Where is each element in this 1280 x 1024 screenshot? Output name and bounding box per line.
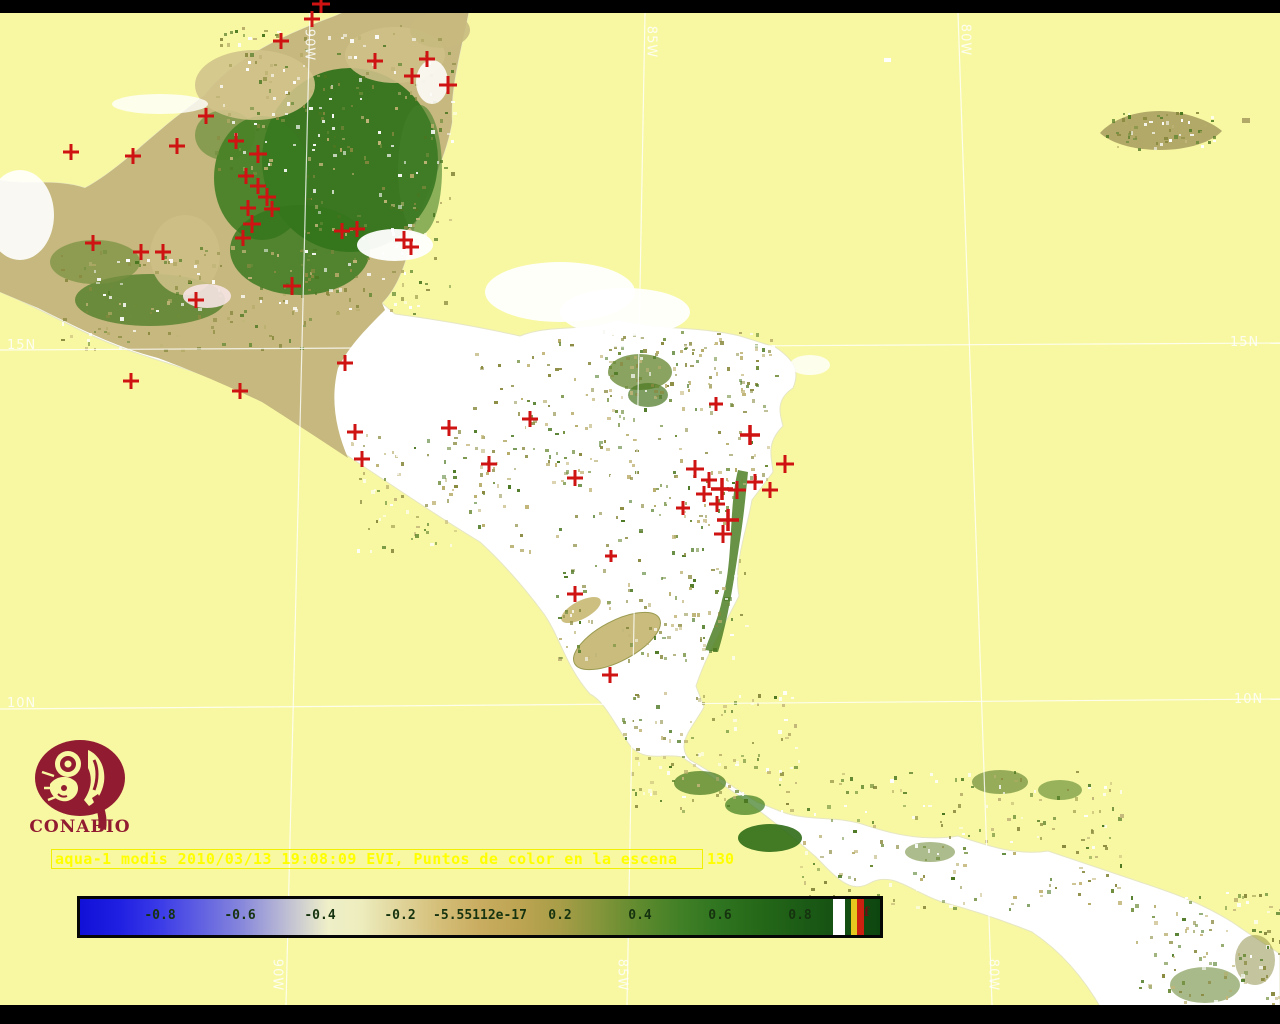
fire-marker <box>228 133 244 149</box>
latitude-label: 15N <box>1230 335 1260 350</box>
fire-marker <box>404 68 420 84</box>
graticule-line <box>0 342 1280 351</box>
forest-patches <box>50 12 1275 1003</box>
graticule-line <box>957 12 993 1006</box>
colorbar-gradient <box>80 899 880 935</box>
fire-marker <box>63 144 79 160</box>
fire-marker <box>605 550 617 562</box>
conabio-wordmark: CONABIO <box>29 817 131 837</box>
colorbar-tick: 0.2 <box>548 908 572 923</box>
graticule-line <box>285 12 311 1006</box>
colorbar-flag-point-yellow <box>851 899 857 935</box>
bottom-letterbox-bar <box>0 1005 1280 1024</box>
fire-marker <box>347 424 363 440</box>
island-top-right <box>1100 110 1222 150</box>
fire-marker <box>125 148 141 164</box>
fire-marker <box>776 455 794 473</box>
longitude-label: 90W <box>269 958 285 992</box>
fire-marker <box>169 138 185 154</box>
colorbar-tick: 0.6 <box>708 908 732 923</box>
fire-marker <box>403 239 419 255</box>
latitude-label: 10N <box>7 696 37 711</box>
colorbar-flag-cloud-white <box>833 899 845 935</box>
graticule-line <box>0 698 1280 710</box>
latitude-label: 10N <box>1234 692 1264 707</box>
islet <box>1242 118 1250 123</box>
conabio-logo <box>35 740 125 830</box>
fire-marker <box>250 178 266 194</box>
colorbar-tick: -0.6 <box>224 908 256 923</box>
longitude-label: 80W <box>957 23 973 57</box>
fire-marker <box>709 397 723 411</box>
fire-marker <box>740 425 760 445</box>
longitude-label: 90W <box>301 28 317 62</box>
fire-marker <box>334 223 350 239</box>
fire-marker <box>258 188 276 206</box>
colorbar-tick: -5.55112e-17 <box>433 908 527 923</box>
fire-marker <box>714 525 732 543</box>
graticule-line <box>626 12 646 1006</box>
fire-marker <box>367 53 383 69</box>
fire-marker <box>701 472 717 488</box>
fire-marker <box>354 451 370 467</box>
longitude-label: 85W <box>614 958 630 992</box>
caption-scene-count: 130 <box>707 850 735 868</box>
fire-marker <box>696 486 712 502</box>
fire-marker <box>709 496 725 512</box>
fire-marker <box>198 108 214 124</box>
evi-colorbar: -0.8 -0.6 -0.4 -0.2 -5.55112e-17 0.2 0.4 0.6 0.8… <box>77 896 883 938</box>
fire-marker <box>243 215 261 233</box>
fire-marker <box>304 11 320 27</box>
fire-marker <box>439 76 457 94</box>
islet <box>884 58 891 62</box>
fire-marker <box>567 586 583 602</box>
fire-marker <box>273 33 289 49</box>
fire-marker <box>238 168 254 184</box>
fire-marker <box>123 373 139 389</box>
fire-marker <box>235 230 251 246</box>
longitude-label: 85W <box>643 25 659 59</box>
fire-marker <box>337 355 353 371</box>
colorbar-tick: -0.2 <box>384 908 416 923</box>
colorbar-tick: 0.8 <box>788 908 812 923</box>
fire-markers <box>63 0 794 683</box>
fire-marker <box>481 456 497 472</box>
fire-marker <box>240 200 256 216</box>
fire-marker <box>188 292 204 308</box>
fire-marker <box>762 482 778 498</box>
flag-glyph: f <box>864 905 870 919</box>
fire-marker <box>419 51 435 67</box>
latitude-label: 15N <box>7 338 37 353</box>
colorbar-flag-point-red <box>857 899 864 935</box>
top-letterbox-bar <box>0 0 1280 13</box>
colorbar-tick: -0.8 <box>144 908 176 923</box>
fire-marker <box>264 201 280 217</box>
fire-marker <box>249 145 267 163</box>
fire-marker <box>728 481 746 499</box>
fire-marker <box>441 420 457 436</box>
colorbar-tick: -0.4 <box>304 908 336 923</box>
cloud-patches <box>0 60 830 375</box>
fire-marker <box>283 277 301 295</box>
fire-marker <box>747 474 763 490</box>
fire-marker <box>686 460 704 478</box>
longitude-label: 80W <box>985 958 1001 992</box>
fire-marker <box>232 383 248 399</box>
colorbar-tick: 0.4 <box>628 908 652 923</box>
fire-marker <box>717 509 739 531</box>
land-texture-speckles <box>61 25 1280 1007</box>
caption: aqua-1 modis 2010/03/13 19:08:09 EVI, Pu… <box>51 849 703 869</box>
fire-marker <box>85 235 101 251</box>
graticule <box>0 12 1280 1006</box>
fire-marker <box>349 221 365 237</box>
fire-marker <box>522 411 538 427</box>
fire-marker <box>567 470 583 486</box>
fire-marker <box>602 667 618 683</box>
fire-marker <box>676 501 690 515</box>
fire-marker <box>155 244 171 260</box>
fire-marker <box>133 244 149 260</box>
fire-marker <box>312 0 330 13</box>
